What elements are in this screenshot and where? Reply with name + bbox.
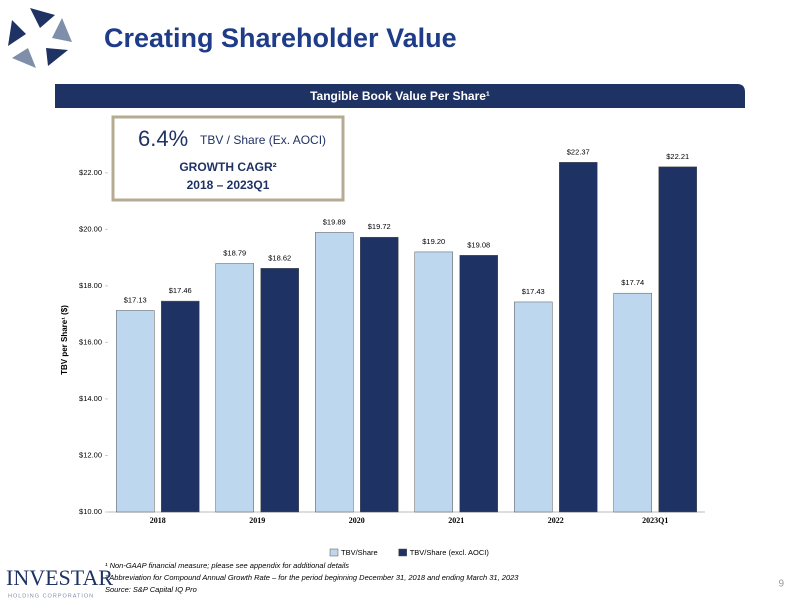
value-label: $18.79: [223, 248, 246, 257]
y-axis-label: TBV per Share¹ ($): [60, 305, 69, 375]
callout-text: TBV / Share (Ex. AOCI): [200, 133, 326, 147]
logo-subtitle: HOLDING CORPORATION: [8, 593, 94, 599]
x-tick-label: 2020: [349, 516, 365, 525]
bar: [459, 255, 498, 513]
y-tick-label: $10.00: [79, 507, 102, 516]
legend-label: TBV/Share: [341, 548, 378, 557]
value-label: $17.43: [522, 287, 545, 296]
footnote: Source: S&P Capital IQ Pro: [105, 585, 197, 594]
value-label: $18.62: [268, 253, 291, 262]
page-number: 9: [778, 579, 784, 590]
legend-swatch: [329, 548, 339, 557]
bar: [116, 310, 155, 513]
x-tick-label: 2019: [249, 516, 265, 525]
callout-label: GROWTH CAGR²: [179, 160, 276, 174]
x-tick-label: 2021: [448, 516, 464, 525]
value-label: $22.21: [666, 152, 689, 161]
banner: [55, 84, 745, 108]
value-label: $17.13: [124, 295, 147, 304]
value-label: $19.20: [422, 237, 445, 246]
logo-mark: [8, 8, 72, 68]
y-tick-label: $22.00: [79, 168, 102, 177]
bar: [414, 251, 453, 513]
slide-title: Creating Shareholder Value: [104, 23, 457, 53]
x-tick-label: 2022: [548, 516, 564, 525]
y-tick-label: $20.00: [79, 224, 102, 233]
legend-swatch: [398, 548, 407, 557]
y-tick-label: $16.00: [79, 337, 102, 346]
x-tick-label: 2018: [150, 516, 166, 525]
chart-title: Tangible Book Value Per Share¹: [310, 89, 490, 103]
callout-box: [111, 115, 345, 202]
callout-value: 6.4%: [138, 126, 188, 151]
value-label: $22.37: [567, 147, 590, 156]
logo-name: INVESTAR: [6, 565, 113, 590]
bar: [613, 292, 652, 513]
bar: [360, 236, 399, 513]
footnote: ¹ Non-GAAP financial measure; please see…: [105, 561, 349, 570]
bar: [658, 166, 697, 513]
value-label: $19.89: [323, 217, 346, 226]
bar: [315, 232, 354, 513]
value-label: $17.74: [621, 278, 644, 287]
bar: [559, 162, 598, 513]
value-label: $17.46: [169, 286, 192, 295]
value-label: $19.72: [368, 222, 391, 231]
y-tick-label: $12.00: [79, 450, 102, 459]
callout-period: 2018 – 2023Q1: [187, 178, 270, 192]
x-tick-label: 2023Q1: [642, 516, 668, 525]
y-tick-label: $14.00: [79, 394, 102, 403]
bar: [215, 263, 254, 513]
footnote: ² Abbreviation for Compound Annual Growt…: [105, 573, 519, 582]
bar: [161, 300, 200, 513]
y-tick-label: $18.00: [79, 281, 102, 290]
bar: [514, 301, 553, 513]
bar: [260, 268, 299, 513]
legend-label: TBV/Share (excl. AOCI): [410, 548, 490, 557]
value-label: $19.08: [467, 240, 490, 249]
